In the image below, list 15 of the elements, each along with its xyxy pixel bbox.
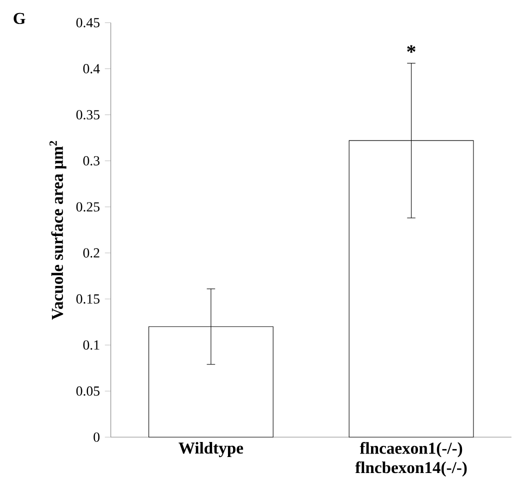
y-tick-label: 0.2 [83, 248, 100, 258]
y-tick-label: 0.15 [76, 294, 100, 304]
y-tick-label: 0.25 [76, 202, 100, 212]
y-tick-label: 0.05 [76, 386, 100, 396]
y-tick-label: 0.1 [83, 340, 100, 350]
x-tick-label: Wildtype [178, 442, 244, 457]
y-tick-label: 0.4 [83, 64, 100, 74]
y-tick-label: 0.35 [76, 110, 100, 120]
text: G [14, 12, 26, 24]
y-tick-label: 0 [94, 432, 100, 442]
annotation: * [407, 44, 416, 52]
y-tick-label: 0.45 [76, 18, 100, 28]
y-axis-title: Vacuole surface area µm$^{2}$ [49, 140, 66, 320]
x-tick-label: flncaexon1(-/-) flncbexon14(-/-) [355, 442, 467, 476]
y-tick-label: 0.3 [83, 156, 100, 166]
